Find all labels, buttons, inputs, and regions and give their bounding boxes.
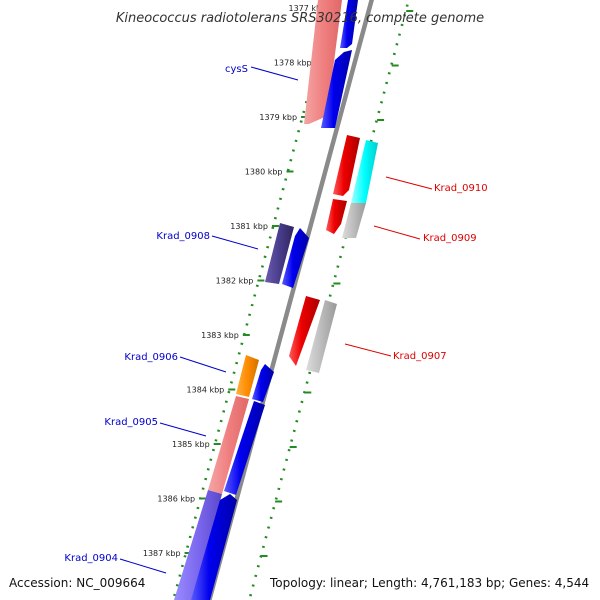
map-title: Kineococcus radiotolerans SRS30216, comp… (116, 11, 484, 26)
gene-block-top-blue-a[interactable] (340, 0, 358, 48)
gene-block-krad-0909-gray[interactable] (342, 203, 366, 238)
tick-label: 1384 kbp (187, 386, 225, 395)
leader-krad-0905 (159, 422, 207, 437)
gene-arrow-krad-0907-red[interactable] (289, 296, 320, 366)
tick-label: 1378 kbp (274, 59, 312, 68)
gene-arrow-krad-0908-blue[interactable] (282, 228, 309, 288)
leader-cysS (250, 66, 299, 81)
gene-label-krad-0904[interactable]: Krad_0904 (64, 553, 118, 564)
gene-arrow-krad-0904-blue[interactable] (191, 494, 237, 600)
gene-block-krad-0910-cyan[interactable] (351, 140, 378, 203)
gene-label-krad-0905[interactable]: Krad_0905 (104, 417, 158, 428)
gene-block-krad-0907-gray[interactable] (306, 300, 337, 373)
tick-label: 1380 kbp (245, 168, 283, 177)
gene-block-krad-0906-orange[interactable] (236, 355, 259, 397)
gene-block-top-pink[interactable] (304, 0, 342, 124)
gene-label-krad-0906[interactable]: Krad_0906 (124, 352, 178, 363)
gene-label-krad-0908[interactable]: Krad_0908 (156, 231, 210, 242)
leader-krad-0907 (344, 343, 392, 357)
leader-krad-0904 (119, 558, 167, 574)
tick-label: 1383 kbp (201, 331, 239, 340)
gene-block-krad-0904-purple[interactable] (174, 490, 222, 600)
leader-krad-0909 (373, 225, 421, 240)
leader-krad-0906 (179, 356, 227, 373)
tick-label: 1382 kbp (216, 277, 254, 286)
tick-label: 1379 kbp (259, 113, 297, 122)
gene-arrow-krad-0906-blue[interactable] (252, 364, 274, 402)
tick-label: 1377 kbp (288, 4, 326, 13)
leader-krad-0908 (211, 235, 259, 250)
tick-label: 1386 kbp (157, 495, 195, 504)
gene-label-krad-0910[interactable]: Krad_0910 (434, 183, 488, 194)
gene-block-krad-0905-pink[interactable] (208, 396, 249, 494)
gene-arrow-top-blue-b[interactable] (321, 50, 352, 128)
gene-arrow-krad-0905-blue[interactable] (224, 401, 265, 495)
accession-text: Accession: NC_009664 (9, 576, 145, 590)
tick-label: 1385 kbp (172, 440, 210, 449)
gene-label-krad-0907[interactable]: Krad_0907 (393, 351, 447, 362)
ruler-ticks: 1377 kbp 1378 kbp 1379 kbp 1380 kbp 1381 kbp… (143, 4, 414, 558)
leader-krad-0910 (385, 176, 433, 190)
gene-block-krad-0908-purple[interactable] (265, 223, 294, 284)
gene-label-krad-0909[interactable]: Krad_0909 (423, 233, 477, 244)
tick-label: 1387 kbp (143, 549, 181, 558)
genome-summary-text: Topology: linear; Length: 4,761,183 bp; … (269, 576, 589, 590)
gene-arrow-krad-0910-red[interactable] (333, 135, 360, 196)
tick-label: 1381 kbp (230, 222, 268, 231)
gene-label-cysS[interactable]: cysS (225, 64, 248, 75)
gene-arrow-krad-0909-red[interactable] (326, 199, 347, 234)
